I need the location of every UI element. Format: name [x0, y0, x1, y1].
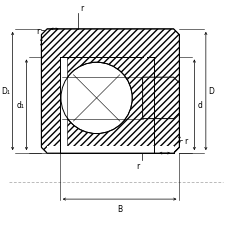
Text: r: r — [136, 161, 139, 171]
Text: d₁: d₁ — [17, 101, 25, 110]
Circle shape — [61, 63, 132, 134]
Text: r: r — [36, 26, 39, 35]
Text: D: D — [208, 87, 214, 96]
Text: B: B — [117, 204, 122, 213]
Text: d: d — [197, 101, 202, 110]
Polygon shape — [41, 30, 179, 153]
Text: D₁: D₁ — [1, 87, 10, 96]
Polygon shape — [47, 147, 173, 153]
Text: r: r — [80, 3, 83, 13]
Polygon shape — [60, 57, 66, 153]
Polygon shape — [142, 78, 179, 119]
Text: r: r — [184, 136, 187, 145]
